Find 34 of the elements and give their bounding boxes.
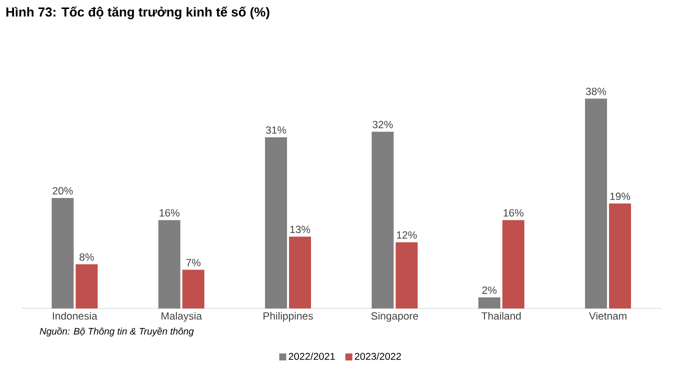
bar bbox=[585, 98, 608, 308]
bar bbox=[372, 132, 394, 308]
x-tick-label: Malaysia bbox=[162, 312, 202, 322]
bar bbox=[265, 137, 288, 308]
bar bbox=[396, 242, 418, 308]
data-label: 13% bbox=[290, 226, 310, 234]
data-label: 20% bbox=[52, 186, 73, 194]
data-label: 7% bbox=[186, 258, 201, 266]
data-label: 38% bbox=[586, 88, 606, 95]
x-tick-label: Philippines bbox=[264, 312, 313, 322]
data-label: 16% bbox=[504, 209, 524, 216]
data-label: 2% bbox=[482, 286, 497, 294]
x-tick-label: Vietnam bbox=[588, 312, 626, 320]
bar bbox=[289, 236, 312, 308]
x-tick-label: Thailand bbox=[482, 312, 521, 320]
legend-label: 2023/2022 bbox=[354, 352, 401, 360]
chart-title: Hình 73: Tốc độ tăng trưởng kinh tế số (%) bbox=[6, 6, 270, 20]
bar bbox=[609, 203, 632, 308]
bar bbox=[76, 264, 98, 308]
data-label: 19% bbox=[610, 192, 630, 200]
bar bbox=[158, 220, 180, 308]
data-label: 12% bbox=[397, 231, 417, 239]
data-label: 32% bbox=[372, 120, 393, 128]
bar bbox=[478, 297, 500, 308]
legend-label: 2022/2021 bbox=[288, 352, 335, 360]
data-label: 8% bbox=[80, 253, 94, 261]
bar bbox=[182, 270, 204, 308]
x-tick-label: Indonesia bbox=[52, 312, 98, 320]
x-tick-label: Singapore bbox=[371, 312, 418, 322]
bar bbox=[52, 198, 74, 308]
data-label: 16% bbox=[160, 209, 180, 216]
text: Nguồn: Bộ Thông tin & Truyền thông bbox=[40, 327, 194, 336]
data-label: 31% bbox=[266, 126, 286, 134]
bar bbox=[502, 220, 524, 308]
